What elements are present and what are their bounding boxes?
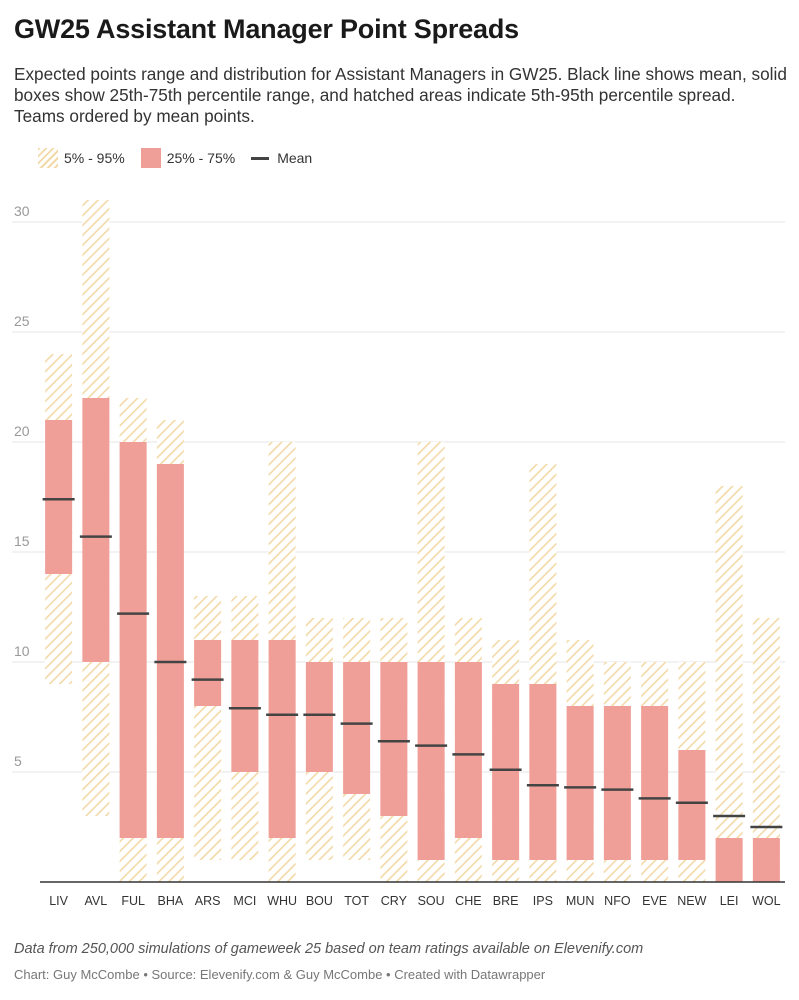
range-25-75-ips (529, 684, 557, 860)
range-25-75-bha (156, 464, 184, 838)
x-tick-label-mci: MCI (233, 894, 256, 908)
y-tick-label-25: 25 (14, 313, 30, 329)
range-25-75-ars (194, 640, 222, 706)
range-25-75-wol (752, 838, 780, 882)
y-tick-label-10: 10 (14, 643, 30, 659)
legend-item-5-95: 5% - 95% (38, 148, 125, 168)
legend-item-mean: Mean (251, 150, 312, 166)
chart-title: GW25 Assistant Manager Point Spreads (14, 14, 519, 44)
y-tick-label-15: 15 (14, 533, 30, 549)
range-25-75-eve (641, 706, 669, 860)
x-tick-label-cry: CRY (381, 894, 408, 908)
range-25-75-liv (45, 420, 73, 574)
x-tick-label-eve: EVE (642, 894, 667, 908)
range-25-75-che (454, 662, 482, 838)
x-tick-label-mun: MUN (566, 894, 594, 908)
legend-label-5-95: 5% - 95% (64, 150, 125, 166)
chart-subtitle: Expected points range and distribution f… (14, 64, 787, 126)
x-tick-label-new: NEW (677, 894, 706, 908)
chart-notes: Data from 250,000 simulations of gamewee… (14, 941, 644, 957)
legend-hatch-swatch (38, 148, 58, 168)
range-25-75-ful (119, 442, 147, 838)
legend-item-25-75: 25% - 75% (140, 148, 236, 168)
range-25-75-mun (566, 706, 594, 860)
x-tick-label-ful: FUL (121, 894, 145, 908)
x-tick-label-nfo: NFO (604, 894, 631, 908)
range-25-75-tot (343, 662, 371, 794)
range-25-75-sou (417, 662, 445, 860)
range-25-75-cry (380, 662, 408, 816)
legend-label-mean: Mean (277, 150, 313, 166)
legend-solid-swatch (140, 148, 161, 168)
x-tick-label-sou: SOU (418, 894, 445, 908)
range-25-75-new (678, 750, 706, 860)
x-tick-label-wol: WOL (752, 894, 781, 908)
x-tick-label-avl: AVL (85, 894, 108, 908)
range-25-75-lei (715, 838, 743, 882)
x-tick-label-che: CHE (455, 894, 481, 908)
legend-mean-swatch (251, 156, 270, 160)
x-tick-label-lei: LEI (720, 894, 739, 908)
range-5-95-lei (715, 486, 743, 882)
x-tick-label-whu: WHU (267, 894, 297, 908)
x-tick-label-bre: BRE (493, 894, 519, 908)
range-25-75-bre (492, 684, 520, 860)
range-25-75-avl (82, 398, 110, 662)
x-tick-label-ips: IPS (533, 894, 553, 908)
range-25-75-mci (231, 640, 259, 772)
legend: 5% - 95% 25% - 75% Mean (38, 148, 328, 168)
y-tick-label-30: 30 (14, 203, 30, 219)
x-tick-label-ars: ARS (195, 894, 221, 908)
range-25-75-nfo (603, 706, 631, 860)
range-25-75-whu (268, 640, 296, 838)
y-tick-label-20: 20 (14, 423, 30, 439)
x-tick-label-tot: TOT (344, 894, 369, 908)
x-tick-label-bha: BHA (158, 894, 184, 908)
y-tick-label-5: 5 (14, 753, 22, 769)
x-tick-label-liv: LIV (49, 894, 68, 908)
range-5-95-ars (194, 596, 222, 860)
x-tick-label-bou: BOU (306, 894, 333, 908)
range-25-75-bou (305, 662, 333, 772)
legend-label-25-75: 25% - 75% (166, 150, 236, 166)
chart-credits: Chart: Guy McCombe • Source: Elevenify.c… (14, 967, 546, 982)
